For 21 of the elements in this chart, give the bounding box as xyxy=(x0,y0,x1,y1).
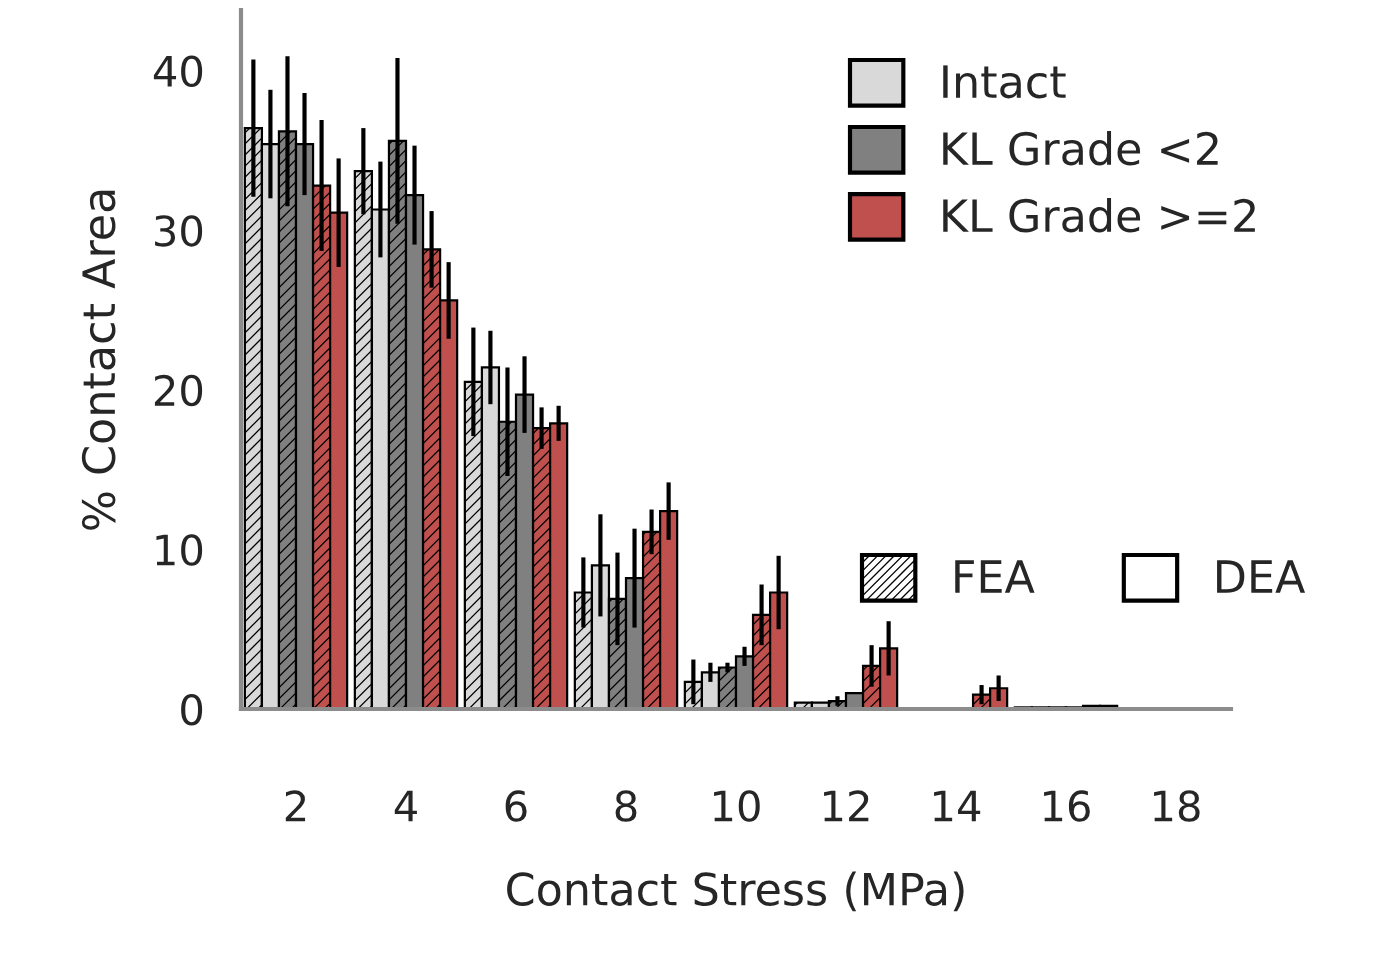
x-tick-label: 2 xyxy=(285,790,306,822)
annotation: DEA xyxy=(1217,560,1306,593)
x-tick-label: 6 xyxy=(505,790,527,822)
y-tick-label: 0 xyxy=(181,693,203,726)
x-axis-title: Contact Stress (MPa) xyxy=(507,871,964,912)
annotation: FEA xyxy=(955,560,1035,593)
x-tick-label: 4 xyxy=(394,790,417,822)
y-tick-label: 10 xyxy=(156,534,203,566)
legend-label: Intact xyxy=(943,65,1066,99)
legend-label: KL Grade >=2 xyxy=(943,198,1255,233)
x-tick-label: 8 xyxy=(615,790,637,822)
x-tick-label: 18 xyxy=(1154,790,1200,822)
y-tick-label: 40 xyxy=(153,55,203,88)
legend-label: KL Grade <2 xyxy=(943,131,1218,166)
y-tick-label: 20 xyxy=(154,374,203,407)
y-axis-title: % Contact Area xyxy=(81,190,116,530)
x-tick-label: 14 xyxy=(934,790,981,822)
y-tick-label: 30 xyxy=(155,215,203,247)
x-tick-label: 16 xyxy=(1044,790,1090,822)
x-tick-label: 12 xyxy=(824,790,869,822)
x-tick-label: 10 xyxy=(714,790,760,822)
